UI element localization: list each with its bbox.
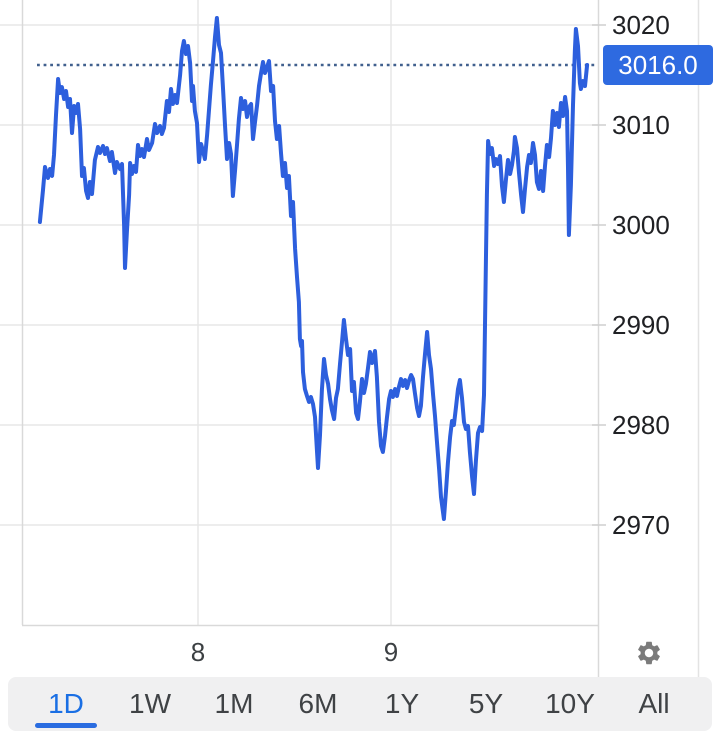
range-tab-1d[interactable]: 1D bbox=[35, 677, 97, 731]
range-tab-label: 10Y bbox=[545, 688, 595, 719]
y-axis-label: 3010 bbox=[612, 110, 670, 140]
price-chart-canvas[interactable] bbox=[0, 0, 720, 677]
selected-tab-underline bbox=[35, 723, 97, 728]
y-axis-label: 3020 bbox=[612, 10, 670, 40]
range-tab-label: 1Y bbox=[384, 688, 420, 719]
x-axis-label: 9 bbox=[383, 637, 399, 667]
range-tab-5y[interactable]: 5Y bbox=[455, 677, 517, 731]
range-tab-label: 5Y bbox=[468, 688, 504, 719]
y-axis-label: 2970 bbox=[612, 510, 670, 540]
current-price-badge: 3016.0 bbox=[603, 45, 713, 85]
range-tab-label: 1D bbox=[48, 688, 84, 719]
range-tab-label: 6M bbox=[298, 688, 338, 719]
range-tab-1y[interactable]: 1Y bbox=[371, 677, 433, 731]
range-tab-1m[interactable]: 1M bbox=[203, 677, 265, 731]
price-line-series bbox=[37, 16, 590, 521]
y-axis-label: 3000 bbox=[612, 210, 670, 240]
range-tab-label: 1W bbox=[129, 688, 171, 719]
vertical-gridlines bbox=[197, 0, 392, 625]
plot-borders bbox=[21, 0, 700, 677]
y-axis-tick-marks bbox=[592, 24, 606, 526]
range-tab-6m[interactable]: 6M bbox=[287, 677, 349, 731]
range-tab-label: All bbox=[638, 688, 670, 719]
range-tab-all[interactable]: All bbox=[623, 677, 685, 731]
y-axis-label: 2980 bbox=[612, 410, 670, 440]
range-tab-label: 1M bbox=[214, 688, 254, 719]
range-tab-10y[interactable]: 10Y bbox=[539, 677, 601, 731]
horizontal-gridlines bbox=[0, 24, 598, 526]
range-tab-1w[interactable]: 1W bbox=[119, 677, 181, 731]
settings-gear-icon[interactable] bbox=[635, 639, 663, 667]
x-axis-label: 8 bbox=[190, 637, 206, 667]
y-axis-label: 2990 bbox=[612, 310, 670, 340]
range-tab-bar: 1D 1W 1M 6M 1Y 5Y 10Y All bbox=[8, 677, 712, 731]
